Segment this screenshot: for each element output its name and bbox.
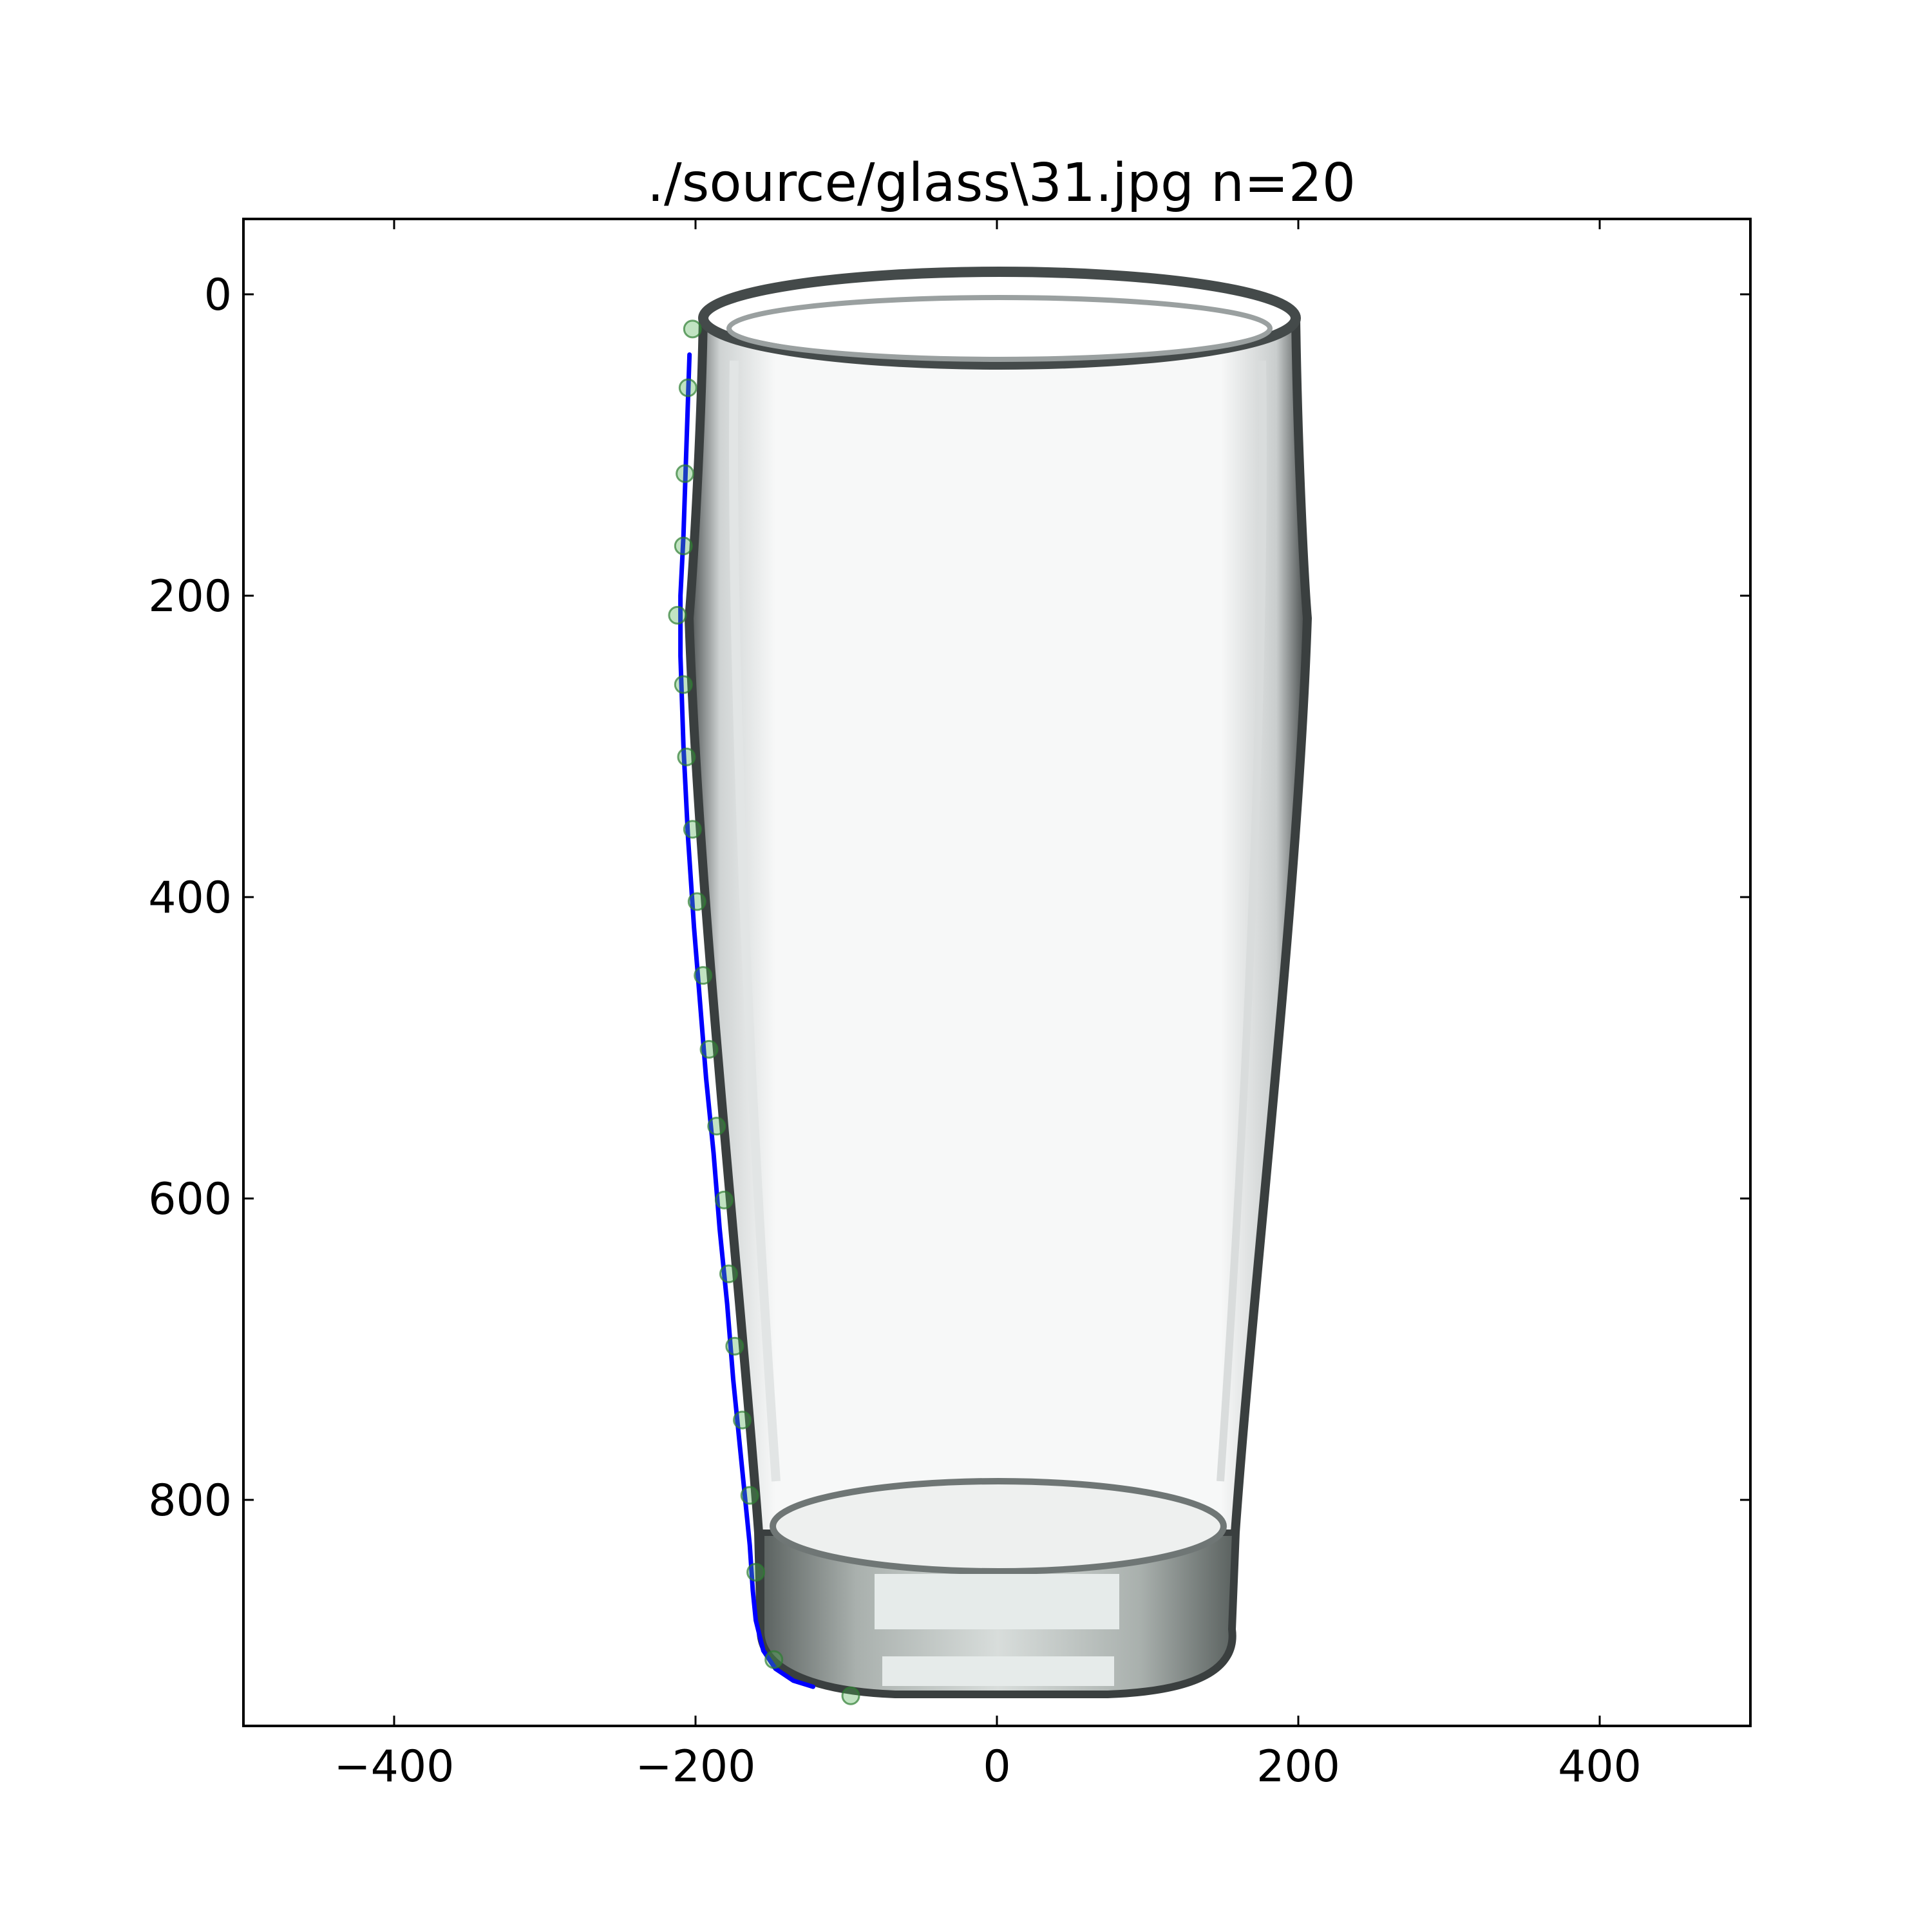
- y-axis: 0 200 400 600 800: [148, 270, 1750, 1526]
- x-tick-label: 200: [1256, 1741, 1340, 1792]
- contour-point: [714, 1190, 734, 1209]
- glass-bottom-ring: [770, 1478, 1227, 1575]
- glass-photo: [684, 267, 1312, 1698]
- y-tick-label: 0: [204, 270, 232, 321]
- y-tick-label: 600: [148, 1174, 232, 1225]
- x-axis: −400 −200 0 200 400: [334, 219, 1642, 1792]
- contour-point: [683, 319, 702, 339]
- contour-point: [719, 1264, 738, 1283]
- glass-highlight-left: [729, 360, 781, 1482]
- glass-rim-inner: [726, 295, 1273, 362]
- contour-point: [746, 1562, 766, 1582]
- glass-base-highlight: [875, 1574, 1119, 1629]
- contour-point: [668, 605, 687, 625]
- chart-title: ./source/glass\31.jpg n=20: [647, 153, 1356, 214]
- contour-point: [674, 675, 693, 694]
- y-tick-label: 200: [148, 571, 232, 622]
- x-tick-label: −400: [334, 1741, 455, 1792]
- contour-point: [733, 1410, 752, 1430]
- contour-point: [699, 1039, 719, 1059]
- glass-rim: [698, 267, 1301, 370]
- contour-point: [687, 892, 706, 911]
- contour-point: [683, 820, 702, 839]
- contour-point: [676, 464, 695, 483]
- glass-base-highlight-lower: [882, 1656, 1114, 1686]
- x-tick-label: 400: [1558, 1741, 1642, 1792]
- plot-area: [668, 267, 1312, 1705]
- contour-point: [694, 966, 713, 985]
- series-layer: [668, 319, 860, 1705]
- contour-point: [678, 378, 697, 397]
- contour-point: [674, 536, 693, 556]
- contour-point: [707, 1117, 726, 1136]
- contour-point: [725, 1336, 744, 1356]
- contour-point: [764, 1650, 784, 1669]
- x-tick-label: −200: [636, 1741, 756, 1792]
- fit-curve-line: [678, 352, 816, 1689]
- y-tick-label: 800: [148, 1475, 232, 1526]
- contour-point: [740, 1486, 759, 1505]
- glass-highlight-right: [1217, 360, 1267, 1482]
- x-tick-label: 0: [983, 1741, 1010, 1792]
- y-tick-label: 400: [148, 873, 232, 923]
- contour-point: [841, 1686, 860, 1705]
- contour-point: [677, 747, 696, 766]
